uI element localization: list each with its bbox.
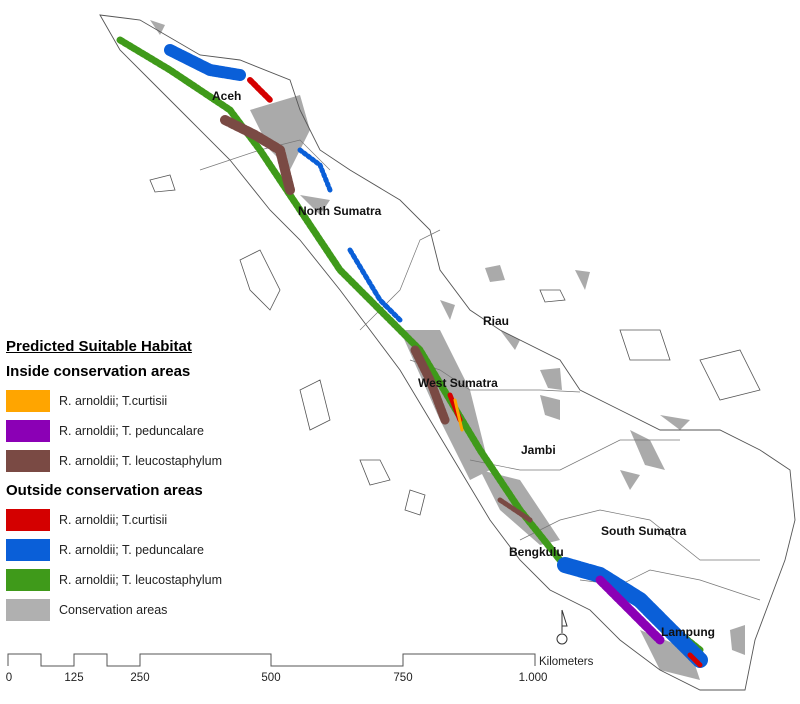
legend-label: R. arnoldii; T.curtisii bbox=[59, 513, 168, 527]
legend-swatch bbox=[6, 599, 50, 621]
legend-label: R. arnoldii; T. leucostaphylum bbox=[59, 454, 223, 468]
scale-unit: Kilometers bbox=[539, 656, 594, 668]
legend-swatch bbox=[6, 509, 50, 531]
scale-tick-label: 1.000 bbox=[518, 672, 548, 684]
scale-tick-label: 500 bbox=[261, 672, 281, 684]
legend-swatch bbox=[6, 539, 50, 561]
north-arrow-icon bbox=[556, 609, 568, 645]
legend-item: R. arnoldii; T. peduncalare bbox=[6, 416, 222, 446]
legend-label: Conservation areas bbox=[59, 603, 168, 617]
legend-item: R. arnoldii; T.curtisii bbox=[6, 505, 222, 535]
legend-label: R. arnoldii; T. leucostaphylum bbox=[59, 573, 223, 587]
legend-swatch bbox=[6, 569, 50, 591]
region-label-riau: Riau bbox=[483, 314, 510, 328]
legend-inside-heading: Inside conservation areas bbox=[6, 363, 191, 380]
legend-item: R. arnoldii; T. leucostaphylum bbox=[6, 446, 222, 476]
region-label-west-sumatra: West Sumatra bbox=[418, 376, 498, 390]
habitat-prediction bbox=[116, 36, 708, 668]
region-label-bengkulu: Bengkulu bbox=[509, 545, 564, 559]
region-label-south-sumatra: South Sumatra bbox=[601, 524, 687, 538]
legend-swatch bbox=[6, 390, 50, 412]
scale-tick-label: 750 bbox=[393, 672, 413, 684]
region-label-north-sumatra: North Sumatra bbox=[298, 204, 382, 218]
region-label-aceh: Aceh bbox=[212, 89, 242, 103]
scale-tick-label: 0 bbox=[5, 672, 13, 684]
legend-item: Conservation areas bbox=[6, 595, 222, 625]
legend-outside-heading: Outside conservation areas bbox=[6, 482, 203, 499]
legend-title: Predicted Suitable Habitat bbox=[6, 338, 192, 355]
scale-tick-label: 250 bbox=[130, 672, 150, 684]
legend-item: R. arnoldii; T.curtisii bbox=[6, 386, 222, 416]
legend-label: R. arnoldii; T.curtisii bbox=[59, 394, 168, 408]
scale-bar bbox=[7, 653, 536, 667]
region-label-lampung: Lampung bbox=[661, 625, 715, 639]
legend: Predicted Suitable Habitat Inside conser… bbox=[6, 338, 222, 625]
legend-label: R. arnoldii; T. peduncalare bbox=[59, 543, 204, 557]
legend-swatch bbox=[6, 420, 50, 442]
islands bbox=[149, 174, 761, 516]
scale-tick-label: 125 bbox=[64, 672, 84, 684]
region-label-jambi: Jambi bbox=[521, 443, 556, 457]
legend-label: R. arnoldii; T. peduncalare bbox=[59, 424, 204, 438]
legend-item: R. arnoldii; T. peduncalare bbox=[6, 535, 222, 565]
sumatra-outline bbox=[99, 14, 796, 691]
legend-swatch bbox=[6, 450, 50, 472]
legend-item: R. arnoldii; T. leucostaphylum bbox=[6, 565, 222, 595]
